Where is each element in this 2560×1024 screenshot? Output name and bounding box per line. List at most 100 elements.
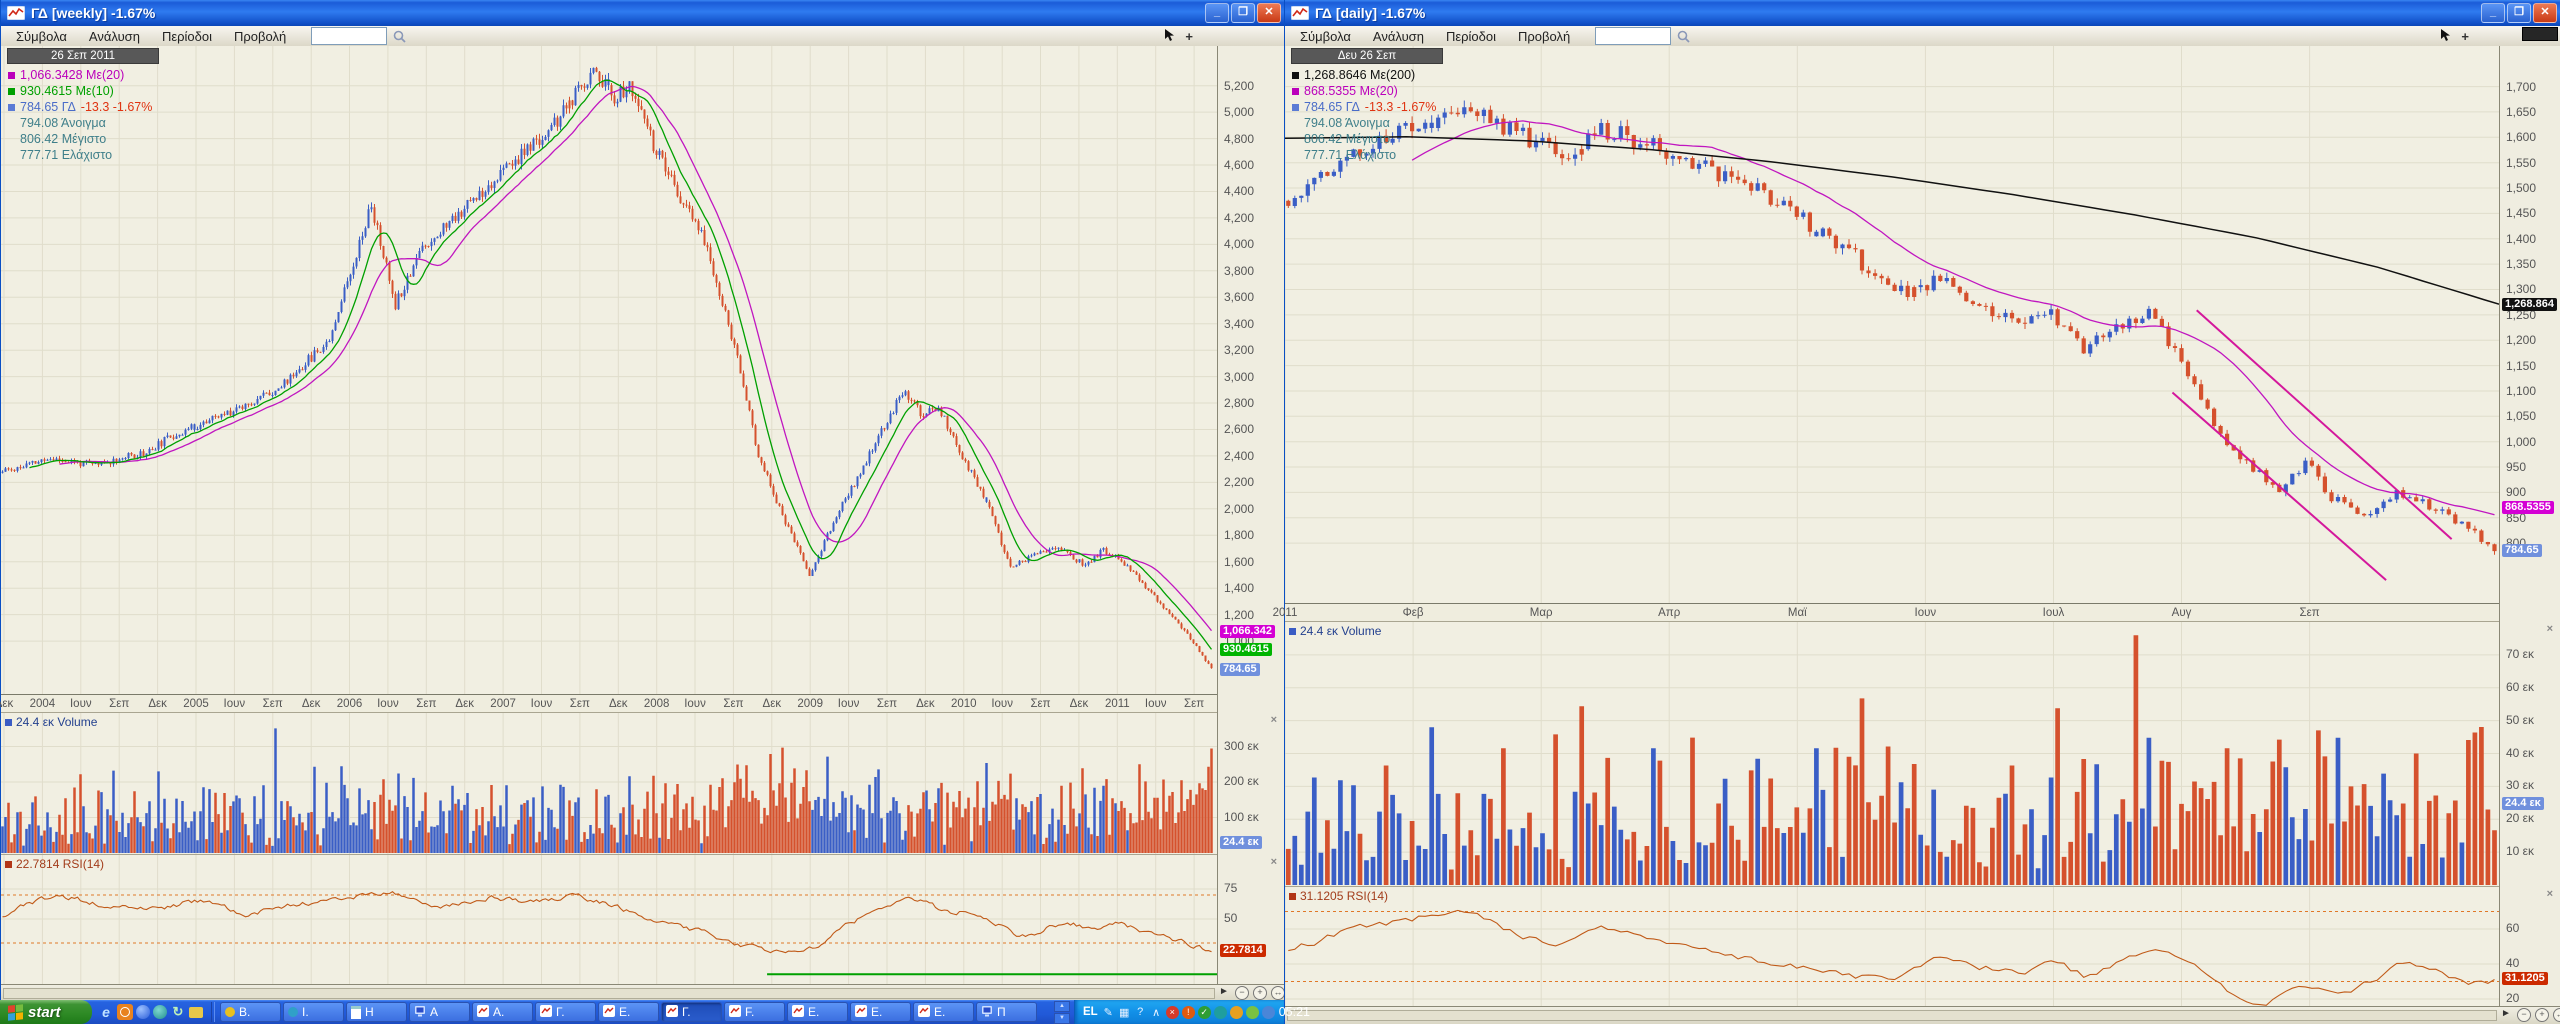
maximize-button[interactable]: ❐ [2507,3,2531,23]
price-tick: 1,400 [2506,232,2536,246]
price-chart-canvas[interactable] [1285,46,2499,603]
maximize-button[interactable]: ❐ [1231,3,1255,23]
chart-scrollbar[interactable] [3,988,1215,999]
sphere-icon[interactable] [136,1005,150,1019]
rsi-pane[interactable]: 22.7814 RSI(14) [1,854,1217,985]
alert-icon[interactable]: ! [1182,1006,1195,1019]
task-buttons: B.I.HAA.Γ.E.Γ.F.E.E.E.Π [217,1002,1054,1022]
volume-chart-canvas[interactable] [1285,622,2499,887]
keyboard-icon[interactable]: ▦ [1118,1006,1131,1019]
rsi-pane-label: 31.1205 RSI(14) [1289,889,1388,903]
volume-swatch-icon [5,719,12,726]
scroll-right-button[interactable]: ► [2501,1008,2511,1019]
ie-icon[interactable]: e [98,1004,114,1020]
messenger-icon[interactable] [1214,1006,1227,1019]
menu-item-Ανάλυση[interactable]: Ανάλυση [78,29,151,44]
pane-close-icon[interactable]: × [1271,714,1277,726]
menu-item-Περίοδοι[interactable]: Περίοδοι [151,29,223,44]
minimize-button[interactable]: _ [2481,3,2505,23]
crosshair-plus-icon[interactable]: + [2461,29,2469,44]
price-chart-canvas[interactable] [1,46,1217,694]
price-tick: 4,600 [1224,158,1254,172]
network-icon[interactable] [1262,1006,1275,1019]
chart-scrollbar[interactable] [1287,1010,2497,1021]
chart-app-icon [7,6,25,20]
symbol-search-input[interactable] [311,27,387,45]
taskbar-scroll-buttons[interactable]: ▲▼ [1054,1001,1070,1024]
zoom-in-button[interactable]: + [2535,1008,2549,1022]
rsi-pane[interactable]: 31.1205 RSI(14) [1285,886,2499,1007]
price-pane[interactable]: Δευ 26 Σεπ1,268.8646 Με(200)868.5355 Με(… [1285,46,2499,603]
task-button[interactable]: F. [724,1002,785,1022]
antivirus-icon[interactable]: ✓ [1198,1006,1211,1019]
menu-item-Προβολή[interactable]: Προβολή [1507,29,1581,44]
task-button[interactable]: I. [283,1002,344,1022]
task-button[interactable]: B. [220,1002,281,1022]
price-tick: 1,700 [2506,80,2536,94]
task-button[interactable]: E. [787,1002,848,1022]
task-button[interactable]: H [346,1002,407,1022]
menu-item-Προβολή[interactable]: Προβολή [223,29,297,44]
task-button[interactable]: E. [850,1002,911,1022]
chart-area[interactable]: Δευ 26 Σεπ1,268.8646 Με(200)868.5355 Με(… [1285,46,2560,1006]
close-button[interactable]: ✕ [2533,3,2557,23]
help-icon[interactable]: ? [1134,1006,1147,1019]
zoom-out-button[interactable]: − [2517,1008,2531,1022]
fit-range-button[interactable]: ↔ [2553,1008,2560,1022]
pointer-tool-icon[interactable] [1164,28,1175,45]
language-indicator[interactable]: EL [1083,1006,1098,1018]
menu-item-Σύμβολα[interactable]: Σύμβολα [5,29,78,44]
task-button[interactable]: Π [976,1002,1037,1022]
pane-close-icon[interactable]: × [2547,623,2553,635]
task-button[interactable]: A [409,1002,470,1022]
menu-item-Ανάλυση[interactable]: Ανάλυση [1362,29,1435,44]
recycle-icon[interactable]: ↻ [170,1004,186,1020]
task-button[interactable]: E. [913,1002,974,1022]
menu-item-Περίοδοι[interactable]: Περίοδοι [1435,29,1507,44]
menu-item-Σύμβολα[interactable]: Σύμβολα [1289,29,1362,44]
app-icon[interactable] [1246,1006,1259,1019]
pen-icon[interactable]: ✎ [1102,1006,1115,1019]
crosshair-plus-icon[interactable]: + [1185,29,1193,44]
legend-date: 26 Σεπ 2011 [7,48,159,64]
search-icon[interactable] [1677,30,1690,43]
globe-icon[interactable] [153,1005,167,1019]
scroll-right-button[interactable]: ► [1219,986,1229,997]
minimize-button[interactable]: _ [1205,3,1229,23]
x-axis-label: Ιουν [70,698,92,710]
price-tick: 4,000 [1224,237,1254,251]
titlebar[interactable]: ΓΔ [weekly] -1.67% _ ❐ ✕ [1,0,1285,26]
rsi-chart-canvas[interactable] [1285,887,2499,1007]
fit-range-button[interactable]: ↔ [1271,986,1285,1000]
pane-close-icon[interactable]: × [1271,856,1277,868]
zoom-out-button[interactable]: − [1235,986,1249,1000]
clock-icon[interactable] [117,1004,133,1020]
update-icon[interactable] [1230,1006,1243,1019]
start-button[interactable]: start [0,1000,92,1024]
symbol-search-input[interactable] [1595,27,1671,45]
hide-icon[interactable]: ∧ [1150,1006,1163,1019]
folder-icon[interactable] [189,1007,203,1018]
price-tick: 1,500 [2506,181,2536,195]
rsi-tick: 60 [2506,921,2519,935]
close-button[interactable]: ✕ [1257,3,1281,23]
volume-pane[interactable]: 24.4 εκ Volume [1,712,1217,855]
pointer-tool-icon[interactable] [2440,28,2451,45]
task-button[interactable]: E. [598,1002,659,1022]
chart-area[interactable]: 26 Σεπ 20111,066.3428 Με(20)930.4615 Με(… [1,46,1285,984]
price-pane[interactable]: 26 Σεπ 20111,066.3428 Με(20)930.4615 Με(… [1,46,1217,694]
blocked-icon[interactable]: × [1166,1006,1179,1019]
search-icon[interactable] [393,30,406,43]
titlebar[interactable]: ΓΔ [daily] -1.67% _ ❐ ✕ [1285,0,2560,26]
chart-window-weekly: ΓΔ [weekly] -1.67% _ ❐ ✕ ΣύμβολαΑνάλυσηΠ… [0,0,1286,1000]
zoom-in-button[interactable]: + [1253,986,1267,1000]
x-axis-label: Ιουν [838,698,860,710]
task-button[interactable]: A. [472,1002,533,1022]
rsi-chart-canvas[interactable] [1,855,1217,985]
task-button[interactable]: Γ. [661,1002,722,1022]
volume-chart-canvas[interactable] [1,713,1217,855]
task-button[interactable]: Γ. [535,1002,596,1022]
volume-pane[interactable]: 24.4 εκ Volume [1285,621,2499,887]
pane-close-icon[interactable]: × [2547,888,2553,900]
legend-text: 784.65 ΓΔ [20,99,76,115]
